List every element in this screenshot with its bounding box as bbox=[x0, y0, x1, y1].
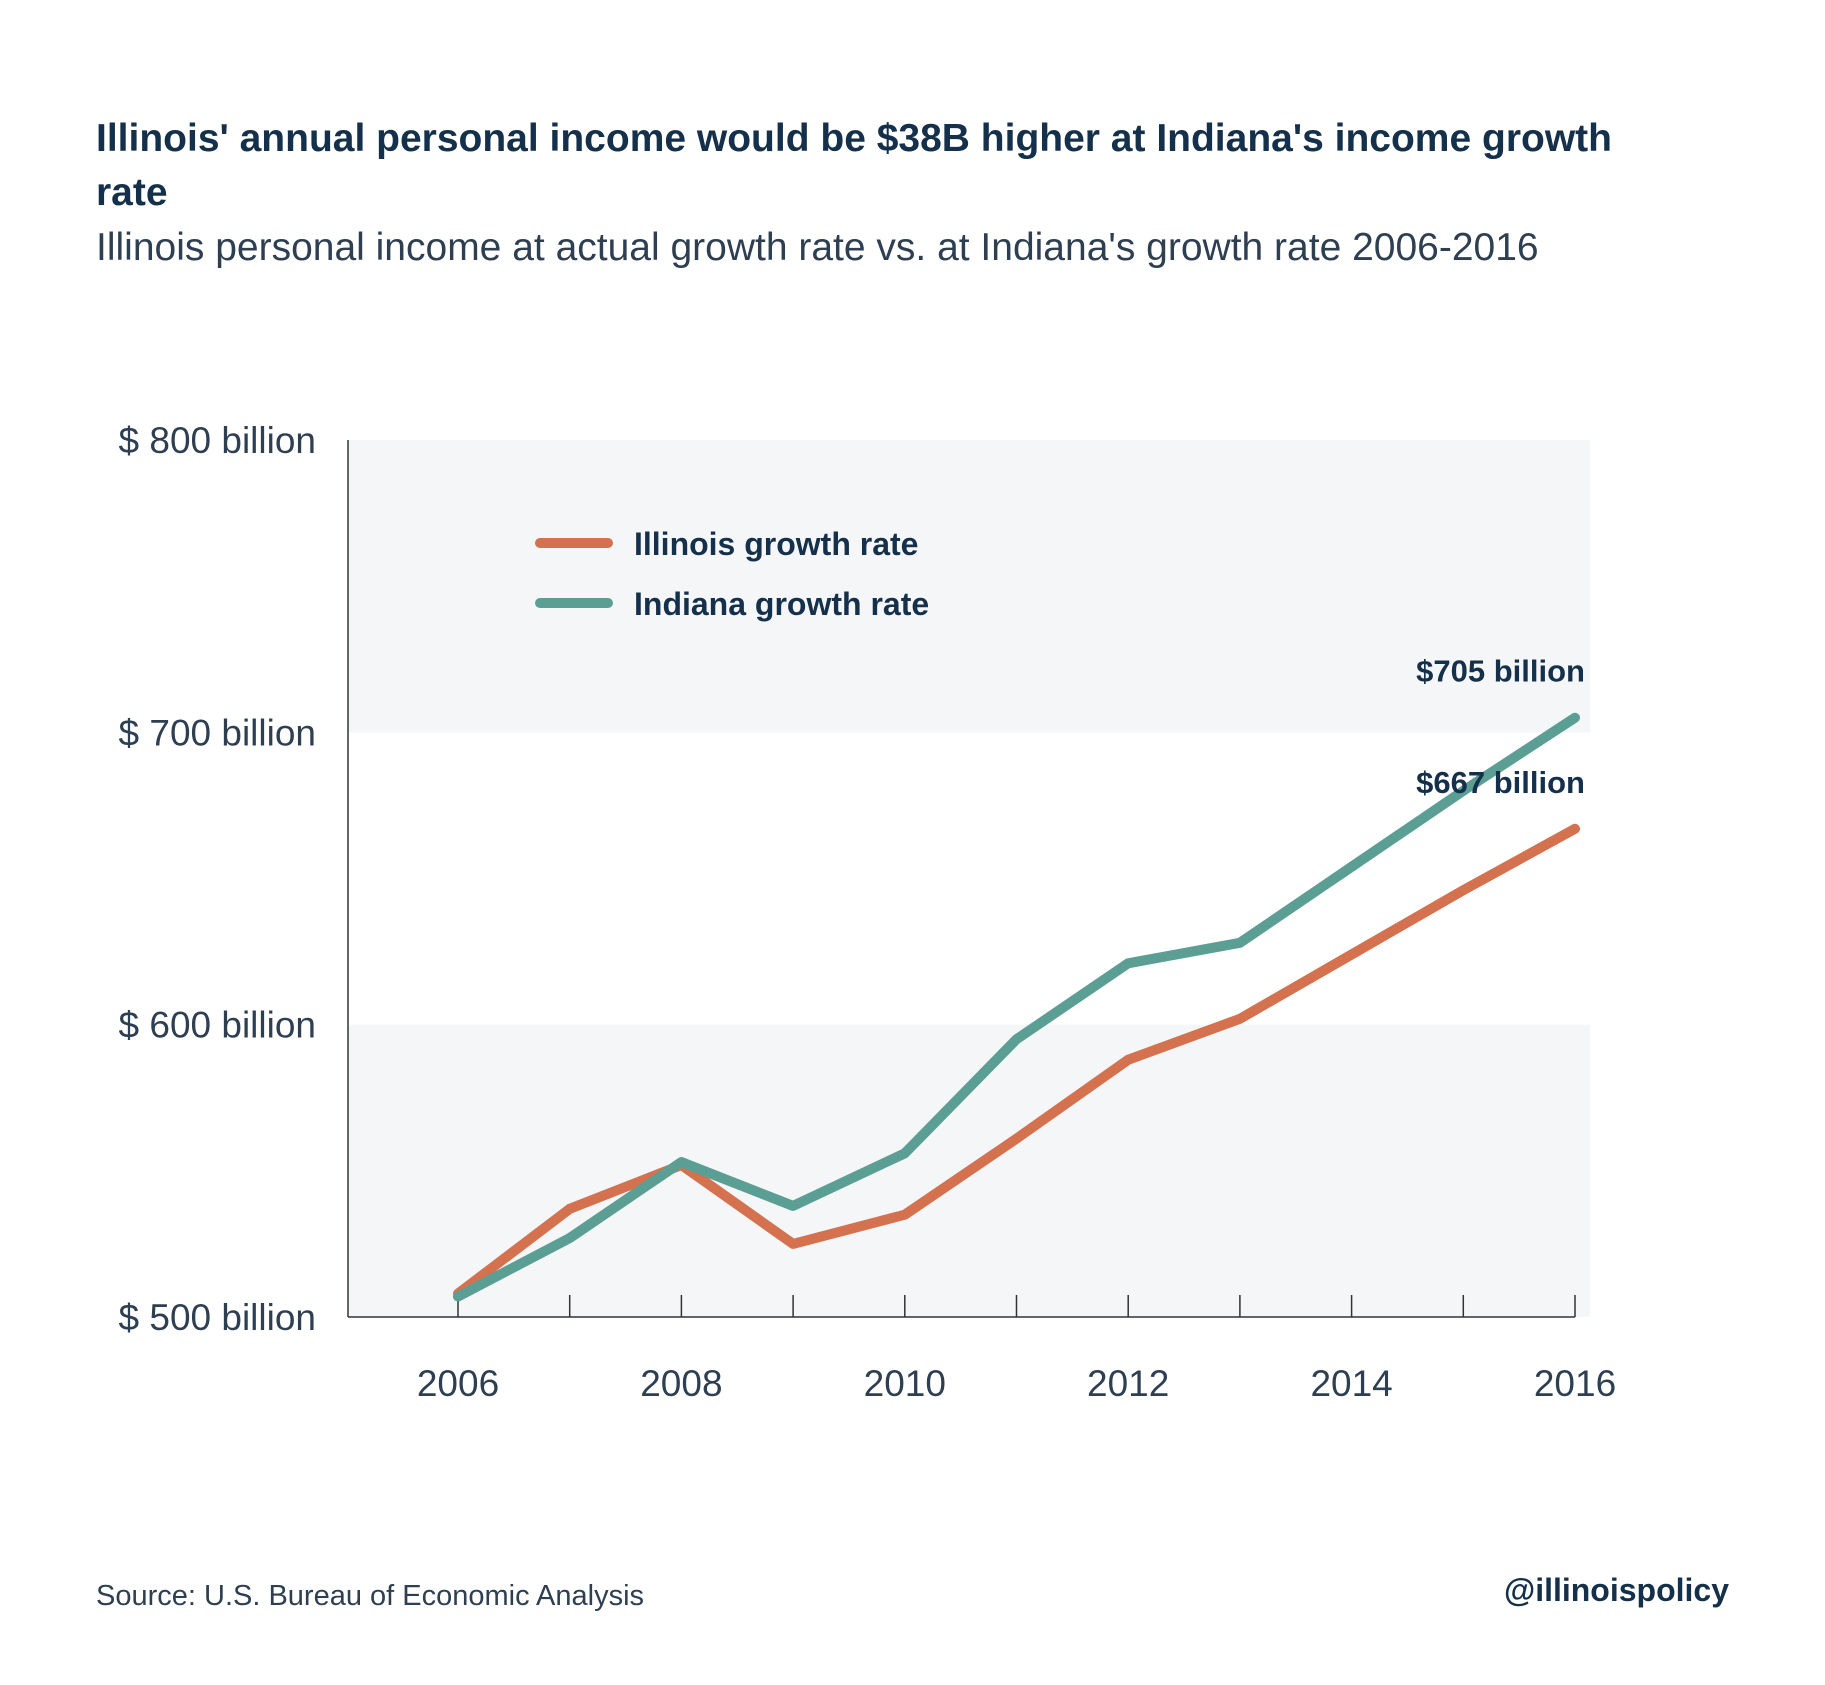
x-axis-ticks: 2006 2008 2010 2012 2014 2016 bbox=[417, 1295, 1616, 1404]
x-tick-label: 2010 bbox=[864, 1363, 946, 1404]
y-tick-label: $ 800 billion bbox=[119, 420, 316, 461]
x-tick-label: 2006 bbox=[417, 1363, 499, 1404]
axes bbox=[347, 440, 1575, 1318]
chart-subtitle: Illinois personal income at actual growt… bbox=[96, 226, 1539, 269]
background-bands bbox=[348, 440, 1590, 1317]
data-label: $705 billion bbox=[1416, 654, 1585, 689]
y-axis-ticks: $ 500 billion $ 600 billion $ 700 billion $… bbox=[119, 420, 316, 1338]
background-band bbox=[348, 440, 1590, 733]
x-tick-label: 2014 bbox=[1310, 1363, 1392, 1404]
x-tick-label: 2012 bbox=[1087, 1363, 1169, 1404]
social-handle: @illinoispolicy bbox=[1503, 1572, 1729, 1608]
legend-label: Indiana growth rate bbox=[634, 586, 929, 622]
chart-title: Illinois' annual personal income would b… bbox=[96, 117, 1612, 214]
series-line-indiana-growth-rate bbox=[453, 712, 1580, 1302]
x-tick-label: 2008 bbox=[640, 1363, 722, 1404]
source-note: Source: U.S. Bureau of Economic Analysis bbox=[96, 1580, 645, 1612]
legend: Illinois growth rate Indiana growth rate bbox=[535, 526, 929, 622]
legend-label: Illinois growth rate bbox=[634, 526, 918, 562]
x-tick-label: 2016 bbox=[1534, 1363, 1616, 1404]
y-tick-label: $ 700 billion bbox=[119, 712, 316, 753]
series-line-illinois-growth-rate bbox=[453, 823, 1580, 1299]
y-tick-label: $ 600 billion bbox=[119, 1005, 316, 1046]
y-tick-label: $ 500 billion bbox=[119, 1297, 316, 1338]
data-annotations: $705 billion $667 billion bbox=[1416, 654, 1585, 800]
data-label: $667 billion bbox=[1416, 765, 1585, 800]
series-lines bbox=[453, 712, 1580, 1302]
